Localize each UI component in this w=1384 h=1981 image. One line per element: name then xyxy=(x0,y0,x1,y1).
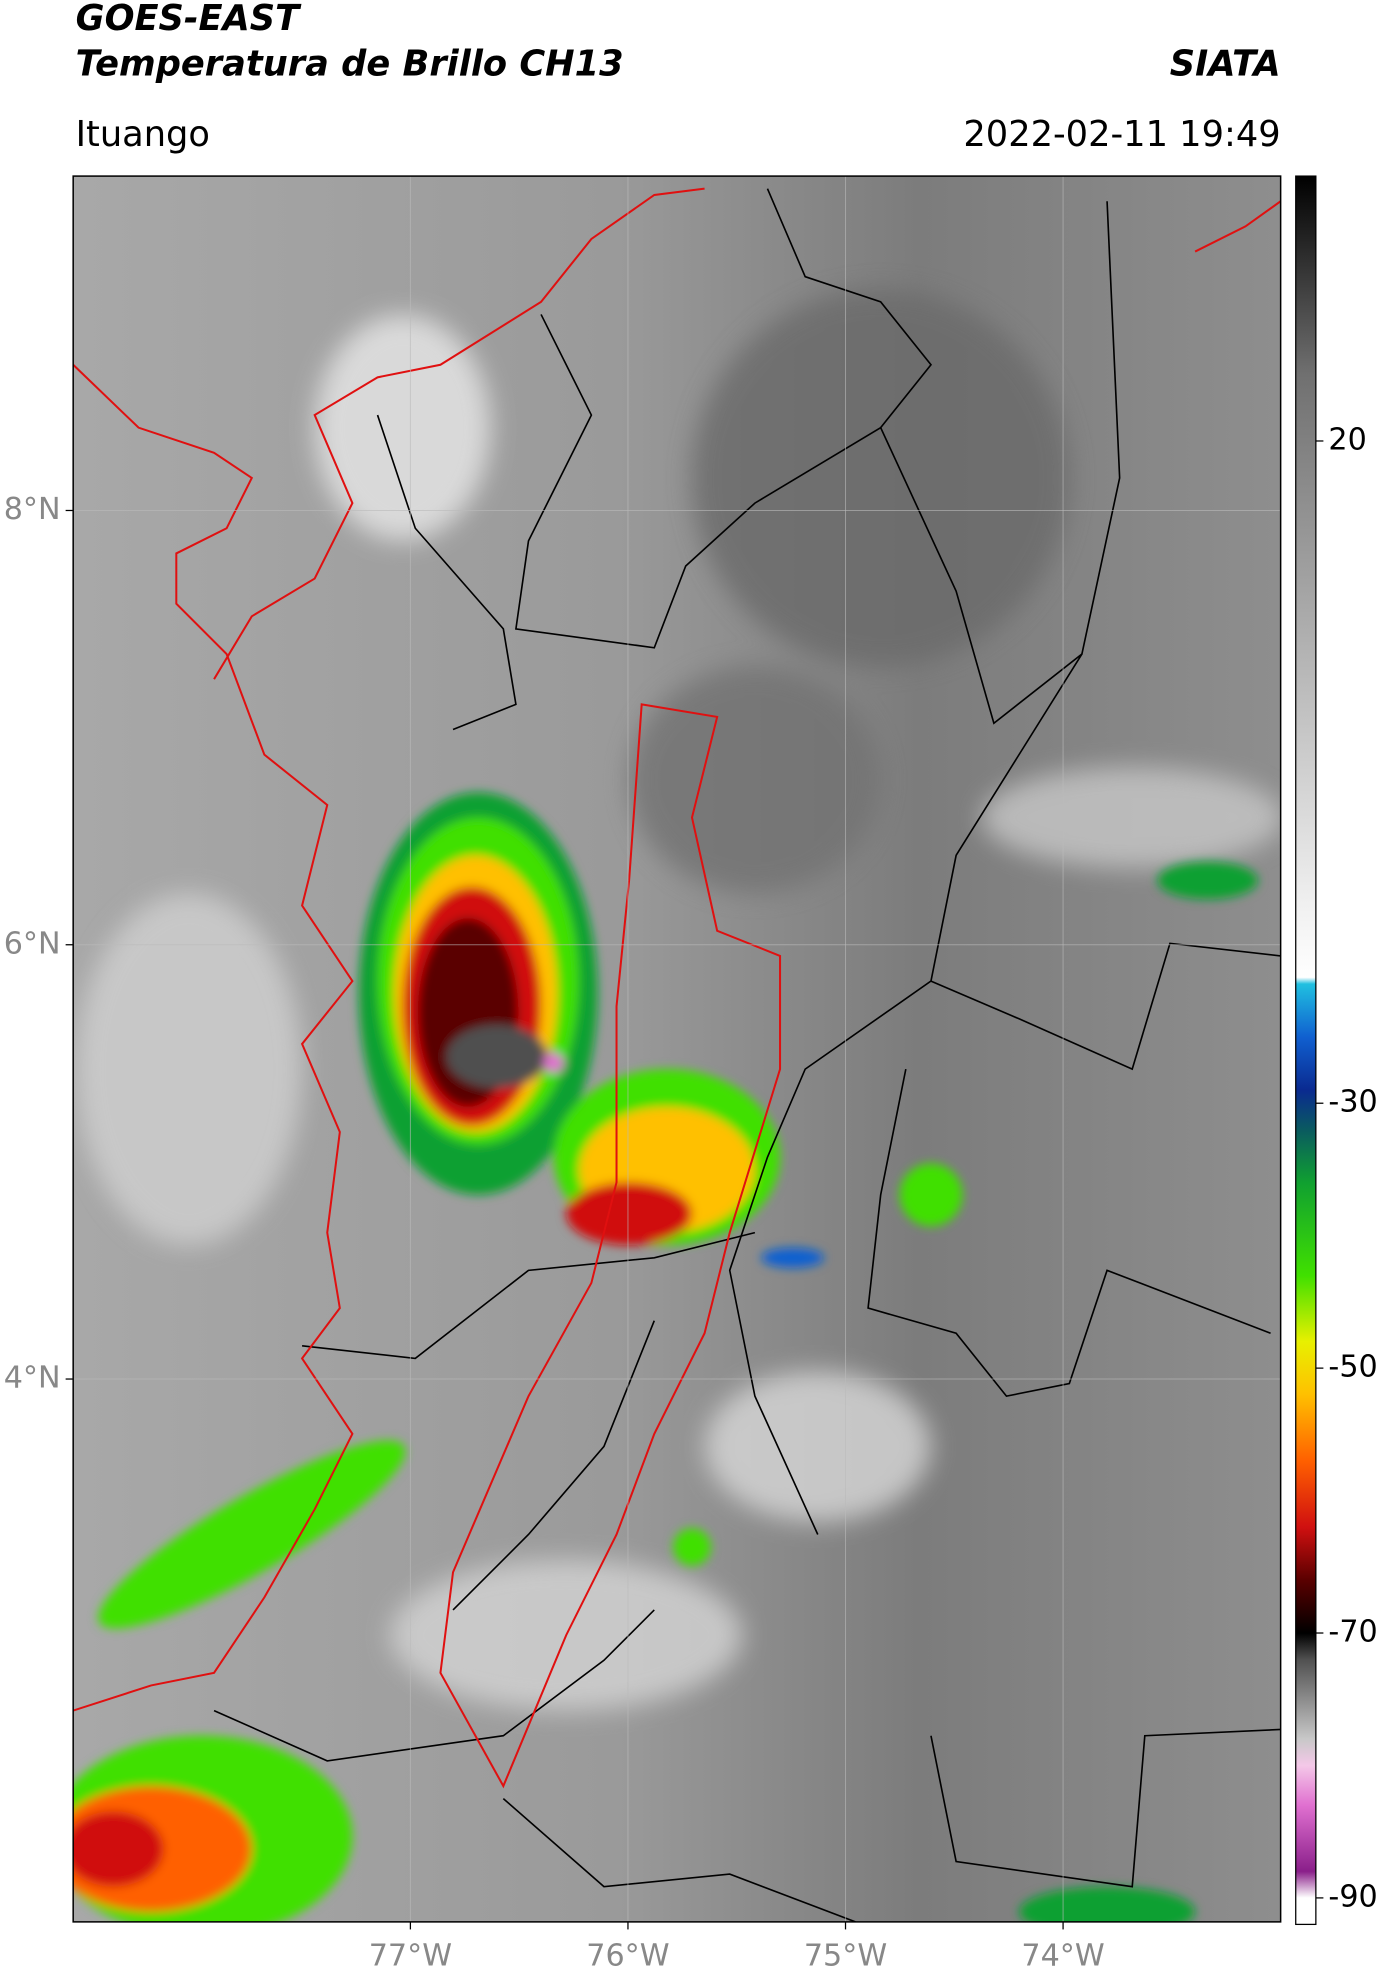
colorbar-tick-label: -30 xyxy=(1328,1085,1377,1120)
x-tick-label: 77°W xyxy=(369,1939,452,1974)
datetime: 2022-02-11 19:49 xyxy=(963,114,1280,155)
x-tick-label: 74°W xyxy=(1021,1939,1104,1974)
y-tick-label: 6°N xyxy=(4,926,61,961)
colorbar-tick-label: 20 xyxy=(1328,422,1366,457)
x-tick-label: 76°W xyxy=(586,1939,669,1974)
graticule xyxy=(73,176,1281,1922)
location: Ituango xyxy=(76,114,210,155)
subtitle: Temperatura de Brillo CH13 xyxy=(76,43,624,84)
x-tick-label: 75°W xyxy=(804,1939,887,1974)
y-tick-label: 8°N xyxy=(4,492,61,527)
colorbar-tick-label: -70 xyxy=(1328,1615,1377,1650)
colorbar xyxy=(1295,175,1317,1926)
map-frame xyxy=(72,175,1282,1923)
colorbar-tick-label: -90 xyxy=(1328,1879,1377,1914)
satellite-image xyxy=(73,176,1281,1922)
colorbar-tick-label: -50 xyxy=(1328,1350,1377,1385)
title: GOES-EAST xyxy=(76,0,302,39)
y-tick-label: 4°N xyxy=(4,1361,61,1396)
source: SIATA xyxy=(1170,43,1281,84)
